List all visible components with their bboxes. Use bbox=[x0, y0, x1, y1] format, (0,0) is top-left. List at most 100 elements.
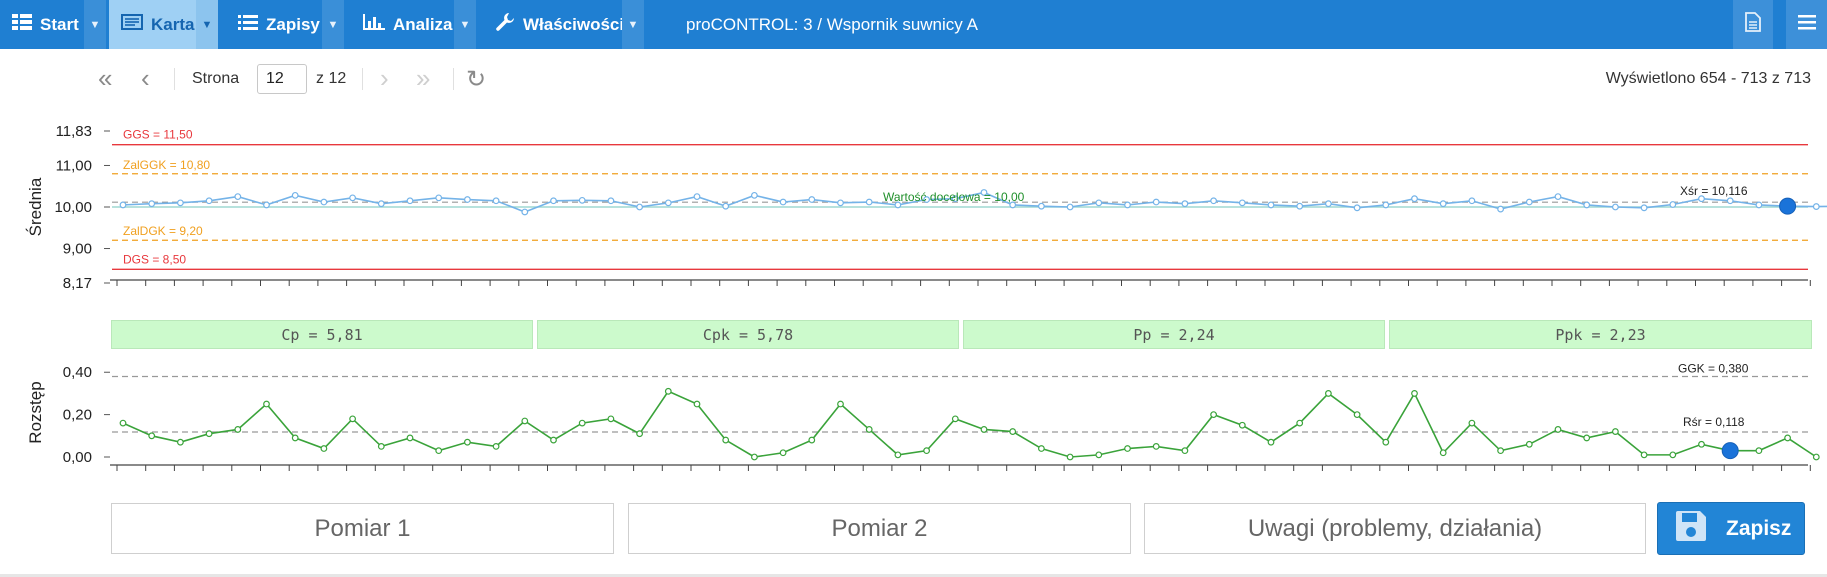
save-button[interactable]: Zapisz bbox=[1657, 502, 1805, 555]
data-point bbox=[1611, 428, 1619, 435]
data-point bbox=[1611, 203, 1619, 211]
data-point bbox=[865, 426, 873, 433]
highlight-point bbox=[1721, 442, 1739, 460]
page-input[interactable] bbox=[257, 64, 307, 94]
wrench-icon bbox=[495, 12, 515, 37]
uwagi-field[interactable]: Uwagi (problemy, działania) bbox=[1144, 503, 1646, 554]
data-point bbox=[1037, 445, 1045, 452]
data-point bbox=[1525, 440, 1533, 448]
data-point bbox=[1181, 447, 1189, 455]
data-point bbox=[1755, 447, 1763, 455]
y-tick-label: 8,17 bbox=[63, 275, 92, 292]
data-point bbox=[521, 417, 529, 425]
bottom-divider bbox=[0, 574, 1827, 577]
bar-chart-icon bbox=[363, 14, 385, 35]
data-point bbox=[492, 443, 500, 450]
menu-karta-label: Karta bbox=[151, 14, 195, 34]
menu-wlasciwosci[interactable]: Właściwości ▼ bbox=[483, 0, 644, 49]
data-point bbox=[1554, 426, 1562, 433]
page-label: Strona bbox=[192, 70, 240, 87]
data-point bbox=[1439, 449, 1447, 457]
reference-line-label: GGS = 11,50 bbox=[123, 128, 193, 142]
refresh-icon[interactable]: ↻ bbox=[466, 66, 487, 93]
first-page-icon[interactable]: « bbox=[98, 63, 113, 93]
data-point bbox=[1583, 434, 1591, 442]
data-point bbox=[234, 193, 242, 201]
data-point bbox=[521, 208, 529, 216]
data-point bbox=[1698, 440, 1705, 448]
ppk-value: Ppk = 2,23 bbox=[1389, 320, 1812, 349]
reference-line-label: DGS = 8,50 bbox=[123, 252, 186, 266]
menu-analiza-label: Analiza bbox=[393, 14, 453, 34]
data-point bbox=[1411, 195, 1418, 203]
data-point bbox=[980, 426, 988, 433]
y-tick-label: 0,00 bbox=[63, 449, 92, 466]
chevron-down-icon[interactable]: ▼ bbox=[454, 0, 476, 49]
chevron-down-icon[interactable]: ▼ bbox=[322, 0, 344, 49]
series-line bbox=[122, 390, 1817, 458]
pomiar1-field[interactable]: Pomiar 1 bbox=[111, 503, 614, 554]
data-point bbox=[1382, 438, 1390, 446]
document-button[interactable] bbox=[1733, 0, 1773, 49]
next-page-icon[interactable]: › bbox=[380, 63, 389, 93]
hamburger-button[interactable] bbox=[1786, 0, 1827, 49]
menu-analiza[interactable]: Analiza ▼ bbox=[351, 0, 476, 49]
reference-line-label: Rśr = 0,118 bbox=[1683, 415, 1745, 429]
save-button-label: Zapisz bbox=[1726, 516, 1792, 540]
last-page-icon[interactable]: » bbox=[416, 63, 431, 93]
data-point bbox=[349, 194, 357, 202]
data-point bbox=[951, 415, 959, 423]
data-point bbox=[693, 400, 701, 408]
range-chart: Rozstęp 0,40 0,20 0,00 GGK = 0,380 Rśr = 0,11… bbox=[26, 362, 1820, 471]
data-point bbox=[607, 197, 615, 205]
data-point bbox=[320, 198, 328, 206]
data-point bbox=[1267, 438, 1275, 446]
data-point bbox=[291, 191, 299, 199]
data-point bbox=[1468, 197, 1476, 205]
data-point bbox=[1640, 451, 1648, 459]
data-point bbox=[923, 196, 930, 203]
data-point bbox=[464, 438, 471, 446]
menu-start[interactable]: Start ▼ bbox=[0, 0, 106, 49]
document-icon bbox=[1745, 12, 1761, 37]
data-point bbox=[377, 200, 385, 208]
data-point bbox=[1009, 201, 1017, 209]
data-point bbox=[779, 198, 787, 206]
data-point bbox=[119, 419, 127, 427]
data-point bbox=[1525, 198, 1533, 206]
data-point bbox=[492, 197, 500, 205]
data-point bbox=[435, 194, 443, 202]
previous-page-icon[interactable]: ‹ bbox=[141, 63, 150, 93]
data-point bbox=[1324, 200, 1332, 208]
data-point bbox=[234, 426, 242, 433]
data-point bbox=[980, 189, 988, 196]
pomiar2-field[interactable]: Pomiar 2 bbox=[628, 503, 1131, 554]
data-point bbox=[176, 438, 184, 446]
menu-zapisy[interactable]: Zapisy ▼ bbox=[226, 0, 344, 49]
pager-separator bbox=[174, 68, 175, 90]
y-tick-label: 10,00 bbox=[54, 199, 92, 216]
data-point bbox=[693, 193, 701, 201]
chevron-down-icon[interactable]: ▼ bbox=[196, 0, 218, 49]
y-axis-title: Średnia bbox=[26, 177, 45, 236]
top-toolbar: Start ▼ Karta ▼ Zapisy ▼ Analiza ▼ Właśc… bbox=[0, 0, 1827, 49]
pager-separator bbox=[453, 68, 454, 90]
data-point bbox=[808, 196, 816, 203]
list-icon bbox=[238, 14, 258, 35]
cp-value: Cp = 5,81 bbox=[111, 320, 533, 349]
data-point bbox=[1037, 202, 1045, 210]
data-point bbox=[1497, 205, 1504, 213]
app-title: proCONTROL: 3 / Wspornik suwnicy A bbox=[686, 15, 978, 34]
chevron-down-icon[interactable]: ▼ bbox=[622, 0, 644, 49]
data-point bbox=[119, 201, 127, 209]
menu-karta[interactable]: Karta ▼ bbox=[109, 0, 218, 49]
data-point bbox=[205, 430, 213, 438]
data-point bbox=[1009, 428, 1017, 435]
pp-value: Pp = 2,24 bbox=[963, 320, 1385, 349]
data-point bbox=[1210, 411, 1217, 419]
data-point bbox=[722, 436, 730, 444]
data-point bbox=[1812, 203, 1820, 210]
data-point bbox=[1755, 201, 1763, 209]
chevron-down-icon[interactable]: ▼ bbox=[84, 0, 106, 49]
menu-zapisy-label: Zapisy bbox=[266, 14, 320, 34]
